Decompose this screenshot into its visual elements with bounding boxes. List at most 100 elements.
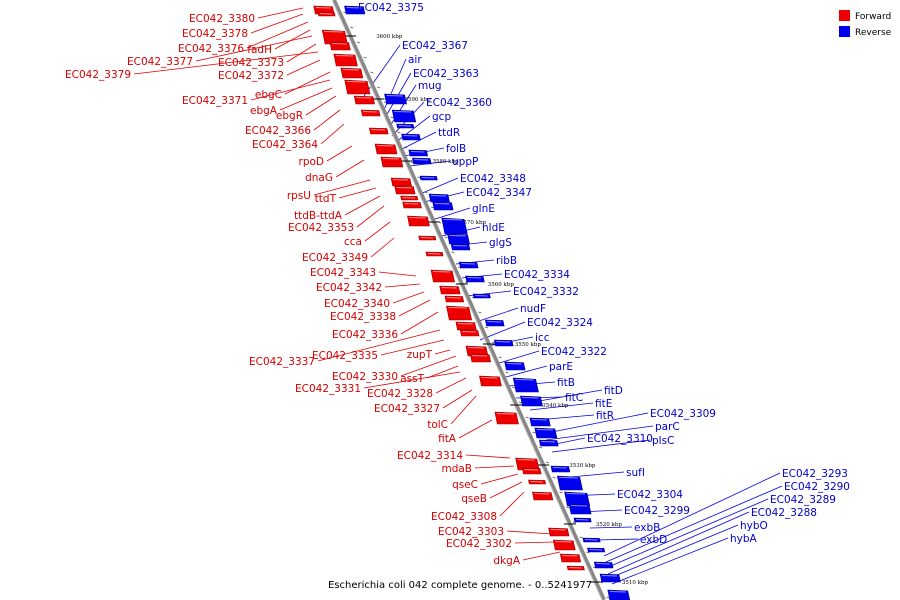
gene-label-ec042-3363[interactable]: EC042_3363	[413, 68, 479, 80]
gene-label-ec042-3289[interactable]: EC042_3289	[770, 494, 836, 506]
gene-label-ebgc[interactable]: ebgC	[255, 89, 282, 101]
gene-label-hlde[interactable]: hldE	[482, 222, 505, 234]
gene-label-ec042-3375[interactable]: EC042_3375	[358, 2, 424, 14]
gene-label-ec042-3372[interactable]: EC042_3372	[218, 70, 284, 82]
legend-forward-label: Forward	[855, 12, 891, 22]
forward-label-leader	[489, 481, 523, 499]
gene-label-mdab[interactable]: mdaB	[441, 463, 472, 475]
reverse-gene-feature	[534, 427, 558, 439]
legend-reverse-swatch	[839, 26, 850, 37]
gene-label-ttdr[interactable]: ttdR	[438, 127, 460, 139]
gene-label-ec042-3367[interactable]: EC042_3367	[402, 40, 468, 52]
gene-label-qsec[interactable]: qseC	[452, 479, 478, 491]
gene-label-nudf[interactable]: nudF	[520, 303, 546, 315]
gene-label-mug[interactable]: mug	[418, 80, 442, 92]
gene-label-ec042-3322[interactable]: EC042_3322	[541, 346, 607, 358]
gene-feature-highlight	[569, 567, 582, 569]
gene-label-ec042-3343[interactable]: EC042_3343	[310, 267, 376, 279]
gene-label-ec042-3371[interactable]: EC042_3371	[182, 95, 248, 107]
gene-label-zupt[interactable]: zupT	[407, 349, 433, 361]
gene-label-ec042-3379[interactable]: EC042_3379	[65, 69, 131, 81]
gene-label-ec042-3373[interactable]: EC042_3373	[218, 57, 284, 69]
gene-label-ec042-3335[interactable]: EC042_3335	[312, 350, 378, 362]
gene-label-ec042-3290[interactable]: EC042_3290	[784, 481, 850, 493]
gene-label-ec042-3332[interactable]: EC042_3332	[513, 286, 579, 298]
gene-label-fita[interactable]: fitA	[438, 433, 457, 445]
gene-label-glgs[interactable]: glgS	[489, 237, 512, 249]
gene-label-ec042-3303[interactable]: EC042_3303	[438, 526, 504, 538]
gene-label-ec042-3324[interactable]: EC042_3324	[527, 317, 593, 329]
gene-label-ec042-3309[interactable]: EC042_3309	[650, 408, 716, 420]
axis-minor-tick	[485, 326, 489, 329]
gene-label-ec042-3334[interactable]: EC042_3334	[504, 269, 570, 281]
gene-feature-highlight	[382, 158, 399, 160]
gene-label-ttdb-ttda[interactable]: ttdB-ttdA	[294, 210, 343, 222]
gene-label-ec042-3348[interactable]: EC042_3348	[460, 173, 526, 185]
gene-label-ec042-3302[interactable]: EC042_3302	[446, 538, 512, 550]
gene-label-plsc[interactable]: plsC	[652, 435, 674, 447]
gene-label-cca[interactable]: cca	[344, 236, 362, 248]
gene-label-ec042-3336[interactable]: EC042_3336	[332, 329, 398, 341]
gene-label-hyba[interactable]: hybA	[730, 533, 758, 545]
gene-label-ec042-3338[interactable]: EC042_3338	[330, 311, 396, 323]
gene-label-fadh[interactable]: fadH	[247, 44, 272, 56]
gene-label-ec042-3304[interactable]: EC042_3304	[617, 489, 683, 501]
gene-label-rpod[interactable]: rpoD	[299, 156, 325, 168]
gene-label-ec042-3347[interactable]: EC042_3347	[466, 187, 532, 199]
gene-label-ec042-3340[interactable]: EC042_3340	[324, 298, 390, 310]
gene-label-ec042-3331[interactable]: EC042_3331	[295, 383, 361, 395]
gene-label-ec042-3293[interactable]: EC042_3293	[782, 468, 848, 480]
gene-label-tolc[interactable]: tolC	[427, 419, 448, 431]
gene-label-ec042-3378[interactable]: EC042_3378	[182, 28, 248, 40]
gene-label-parc[interactable]: parC	[655, 421, 680, 433]
gene-label-ebgr[interactable]: ebgR	[276, 110, 303, 122]
gene-label-ec042-3380[interactable]: EC042_3380	[189, 13, 255, 25]
gene-label-asst[interactable]: assT	[400, 373, 424, 385]
gene-label-ec042-3349[interactable]: EC042_3349	[302, 252, 368, 264]
forward-label-leader	[370, 237, 395, 258]
gene-label-ttdt[interactable]: ttdT	[315, 193, 337, 205]
gene-label-dkga[interactable]: dkgA	[493, 555, 520, 567]
gene-label-ec042-3288[interactable]: EC042_3288	[751, 507, 817, 519]
gene-label-ec042-3337[interactable]: EC042_3337	[249, 356, 315, 368]
gene-label-fitb[interactable]: fitB	[557, 377, 575, 389]
gene-label-ec042-3308[interactable]: EC042_3308	[431, 511, 497, 523]
gene-label-sufi[interactable]: sufI	[626, 467, 645, 479]
gene-label-ec042-3327[interactable]: EC042_3327	[374, 403, 440, 415]
gene-label-ec042-3377[interactable]: EC042_3377	[127, 56, 193, 68]
gene-label-folb[interactable]: folB	[446, 143, 466, 155]
gene-label-ec042-3353[interactable]: EC042_3353	[288, 222, 354, 234]
gene-label-exbd[interactable]: exbD	[640, 534, 667, 546]
gene-label-uppp[interactable]: uppP	[452, 156, 478, 168]
gene-label-ec042-3342[interactable]: EC042_3342	[316, 282, 382, 294]
forward-gene-feature	[333, 53, 358, 67]
gene-label-ec042-3310[interactable]: EC042_3310	[587, 433, 653, 445]
gene-label-fite[interactable]: fitE	[595, 398, 612, 410]
gene-label-pare[interactable]: parE	[549, 361, 573, 373]
gene-label-ec042-3314[interactable]: EC042_3314	[397, 450, 463, 462]
gene-label-fitr[interactable]: fitR	[596, 410, 614, 422]
gene-label-rpsu[interactable]: rpsU	[287, 190, 311, 202]
gene-label-fitd[interactable]: fitD	[604, 385, 623, 397]
gene-label-fitc[interactable]: fitC	[565, 392, 583, 404]
gene-label-dnag[interactable]: dnaG	[305, 172, 333, 184]
gene-label-exbb[interactable]: exbB	[634, 522, 660, 534]
gene-label-ec042-3366[interactable]: EC042_3366	[245, 125, 311, 137]
gene-label-ec042-3360[interactable]: EC042_3360	[426, 97, 492, 109]
gene-label-qseb[interactable]: qseB	[461, 493, 487, 505]
gene-label-glne[interactable]: glnE	[472, 203, 495, 215]
gene-label-ribb[interactable]: ribB	[496, 255, 517, 267]
reverse-label-leader	[399, 131, 437, 151]
gene-label-hybo[interactable]: hybO	[740, 520, 768, 532]
gene-label-ec042-3364[interactable]: EC042_3364	[252, 139, 318, 151]
gene-label-gcp[interactable]: gcp	[432, 111, 451, 123]
gene-label-ec042-3328[interactable]: EC042_3328	[367, 388, 433, 400]
gene-label-air[interactable]: air	[408, 54, 422, 66]
gene-label-ec042-3299[interactable]: EC042_3299	[624, 505, 690, 517]
gene-feature-highlight	[524, 469, 538, 471]
gene-label-icc[interactable]: icc	[535, 332, 550, 344]
axis-minor-tick	[559, 491, 563, 494]
gene-label-ec042-3330[interactable]: EC042_3330	[332, 371, 398, 383]
gene-label-ebga[interactable]: ebgA	[250, 105, 278, 117]
gene-label-ec042-3376[interactable]: EC042_3376	[178, 43, 244, 55]
